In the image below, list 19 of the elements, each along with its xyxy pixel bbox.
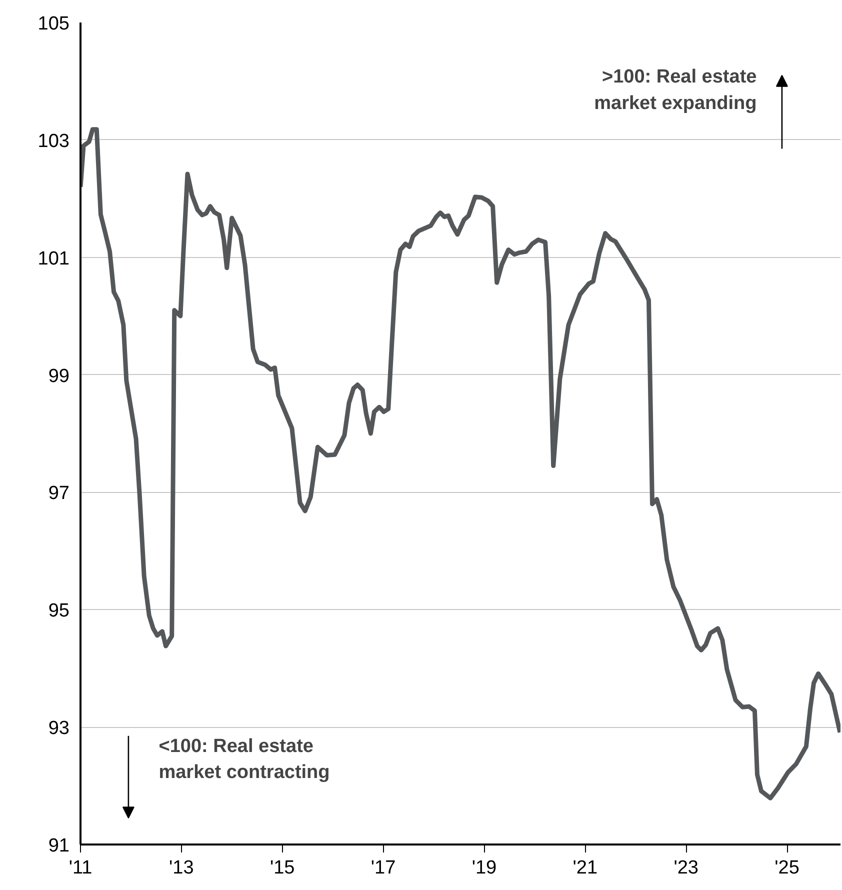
x-tick-label: '11 — [68, 858, 92, 878]
x-tick-label: '15 — [270, 858, 295, 878]
x-tick-label: '13 — [169, 858, 194, 878]
x-tick-label: '25 — [774, 858, 800, 878]
annotation: <100: Real estate market contracting — [158, 736, 330, 784]
y-tick-label: 105 — [38, 14, 70, 34]
y-tick-label: 93 — [48, 718, 70, 740]
line-series — [80, 127, 840, 800]
x-tick-label: '21 — [572, 858, 598, 878]
y-tick-label: 95 — [48, 600, 70, 622]
y-tick-label: 101 — [38, 248, 70, 270]
y-tick-label: 99 — [48, 366, 70, 387]
x-tick-label: '17 — [370, 858, 396, 878]
y-tick-label: 97 — [48, 483, 70, 504]
x-tick-label: '19 — [472, 858, 497, 878]
y-tick-label: 103 — [38, 130, 70, 152]
y-tick-label: 91 — [48, 836, 70, 856]
x-tick-label: '23 — [674, 858, 698, 878]
annotation: >100: Real estate market expanding — [594, 66, 757, 114]
